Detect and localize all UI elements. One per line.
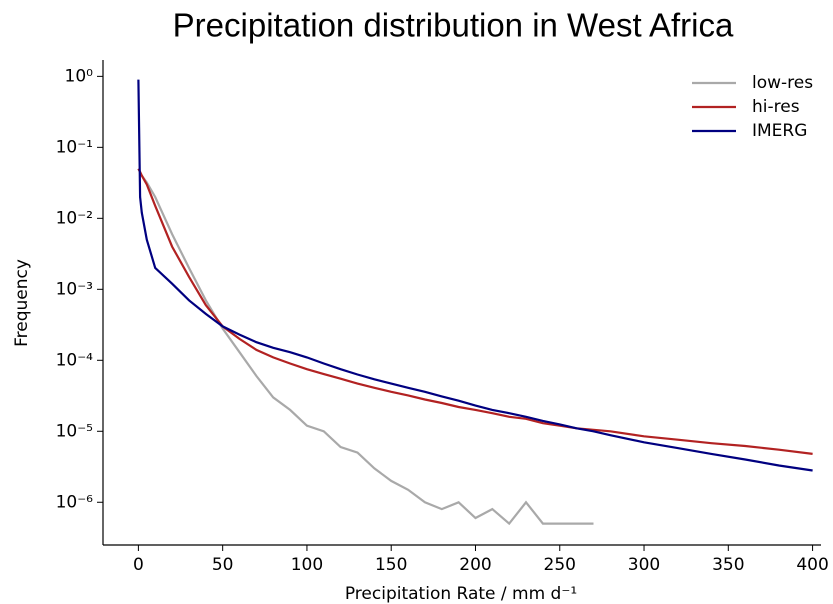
x-tick-label: 100 bbox=[291, 555, 323, 575]
y-tick-label: 10⁻² bbox=[56, 208, 93, 228]
x-tick-label: 300 bbox=[628, 555, 660, 575]
y-tick-label: 10⁻¹ bbox=[56, 137, 93, 157]
y-tick-label: 10⁻⁶ bbox=[56, 492, 94, 512]
legend-label: low-res bbox=[752, 73, 813, 93]
y-axis-label: Frequency bbox=[12, 259, 32, 347]
x-tick-label: 150 bbox=[375, 555, 407, 575]
series-line bbox=[137, 79, 813, 472]
y-tick-label: 10⁻⁵ bbox=[56, 421, 93, 441]
legend-label: hi-res bbox=[752, 97, 800, 117]
x-axis-label: Precipitation Rate / mm d⁻¹ bbox=[345, 584, 577, 604]
x-tick-label: 50 bbox=[212, 555, 234, 575]
y-tick-label: 10⁰ bbox=[65, 66, 94, 86]
x-tick-label: 200 bbox=[459, 555, 491, 575]
x-tick-label: 400 bbox=[796, 555, 828, 575]
series-line bbox=[137, 168, 813, 455]
series-line bbox=[137, 168, 594, 526]
chart-title: Precipitation distribution in West Afric… bbox=[173, 7, 734, 44]
x-tick-label: 350 bbox=[712, 555, 744, 575]
legend-label: IMERG bbox=[752, 121, 807, 141]
y-tick-label: 10⁻³ bbox=[56, 279, 93, 299]
x-tick-label: 250 bbox=[544, 555, 576, 575]
x-tick-label: 0 bbox=[133, 555, 144, 575]
y-tick-label: 10⁻⁴ bbox=[56, 350, 94, 370]
